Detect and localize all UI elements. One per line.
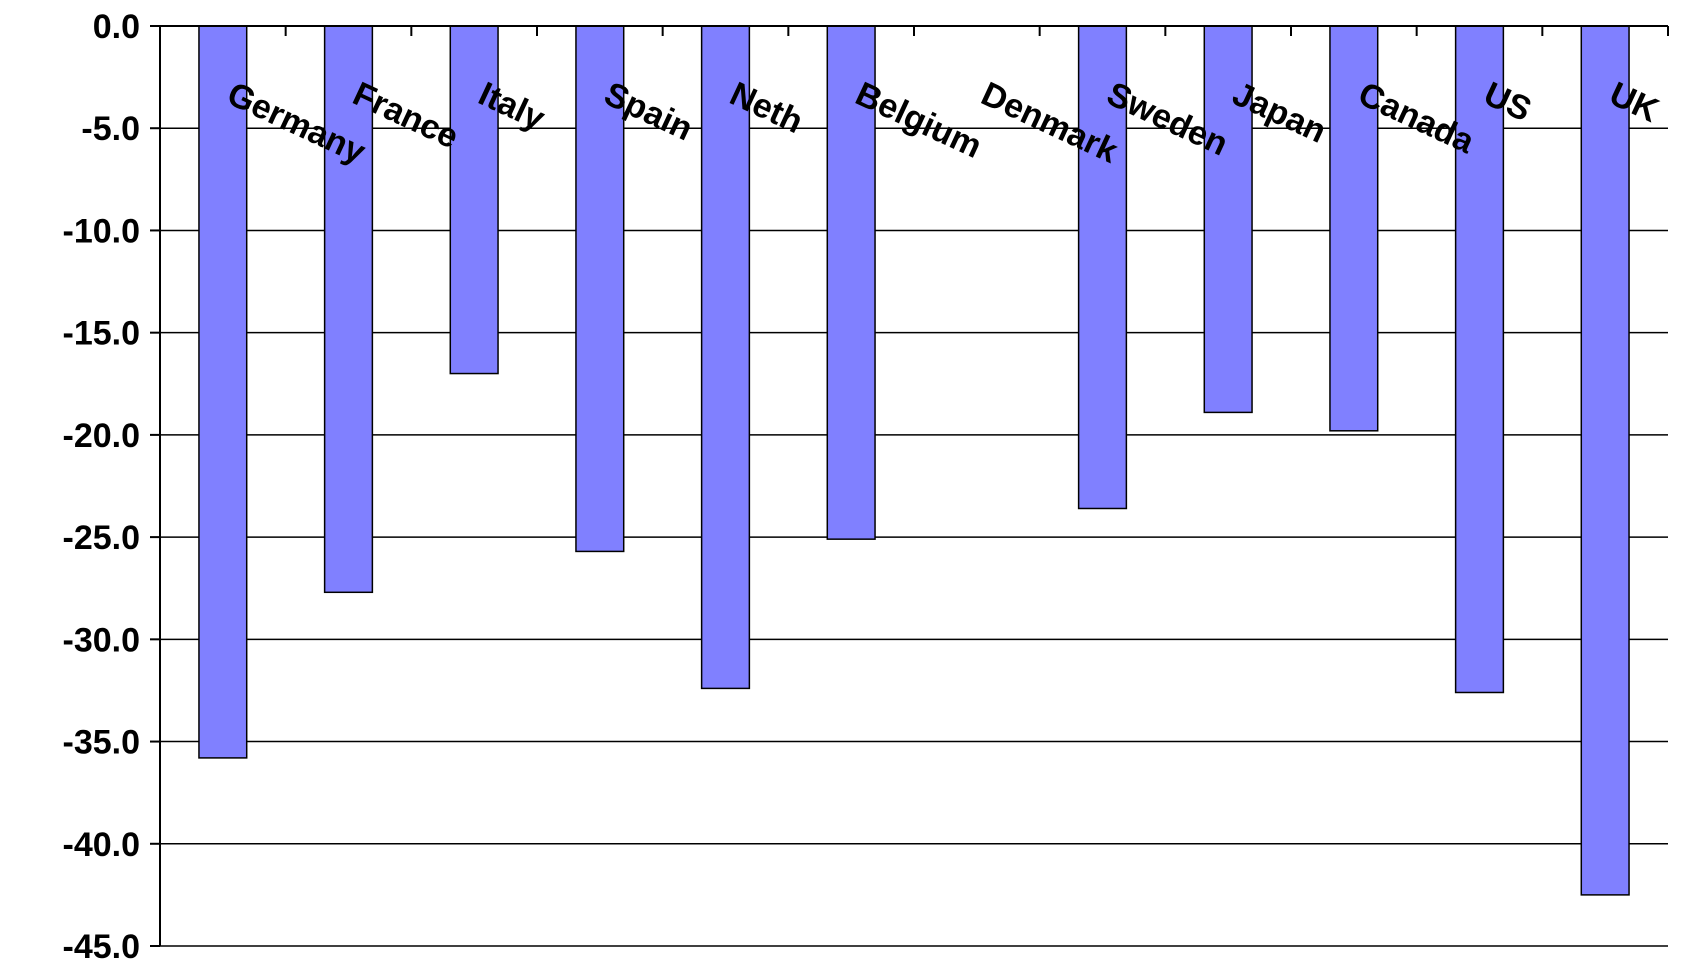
bar-sweden <box>1077 25 1128 510</box>
bar-neth <box>700 25 751 690</box>
y-tick-label: -15.0 <box>63 315 141 353</box>
bar-japan <box>1203 25 1253 414</box>
axes <box>150 25 1669 947</box>
y-tick-label: -45.0 <box>63 928 141 966</box>
y-tick-label: 0.0 <box>93 8 140 46</box>
y-tick-label: -40.0 <box>63 826 141 864</box>
y-tick-label: -25.0 <box>63 519 141 557</box>
y-tick-label: -35.0 <box>63 724 141 762</box>
gridlines <box>160 127 1668 947</box>
y-tick-label: -10.0 <box>63 212 141 250</box>
y-tick-labels: 0.0 -5.0 -10.0 -15.0 -20.0 -25.0 -30.0 -35.0 -40… <box>63 8 141 966</box>
bars <box>198 25 1630 896</box>
bar-germany <box>198 25 248 759</box>
y-tick-label: -20.0 <box>63 417 141 455</box>
bar-uk <box>1580 25 1630 896</box>
bar-italy <box>449 25 499 375</box>
bar-belgium <box>826 25 876 540</box>
y-tick-label: -5.0 <box>81 110 140 148</box>
bar-france <box>323 25 374 594</box>
bar-us <box>1454 25 1505 694</box>
y-tick-label: -30.0 <box>63 621 141 659</box>
